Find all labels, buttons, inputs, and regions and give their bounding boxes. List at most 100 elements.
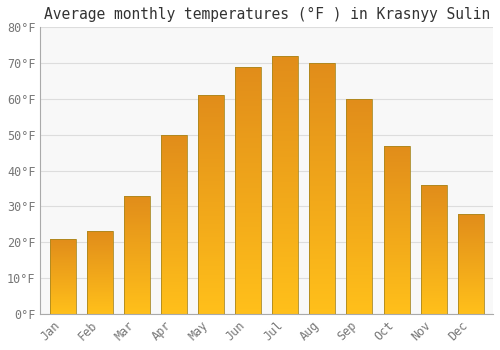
Bar bbox=[124, 237, 150, 238]
Bar bbox=[124, 251, 150, 252]
Bar bbox=[420, 198, 446, 199]
Bar bbox=[161, 203, 187, 205]
Bar bbox=[272, 92, 298, 94]
Bar bbox=[124, 261, 150, 262]
Bar bbox=[124, 218, 150, 219]
Bar bbox=[86, 281, 113, 282]
Bar bbox=[235, 89, 261, 91]
Bar bbox=[124, 202, 150, 203]
Bar bbox=[86, 261, 113, 262]
Bar bbox=[272, 152, 298, 154]
Bar bbox=[384, 174, 409, 176]
Bar bbox=[161, 219, 187, 221]
Bar bbox=[420, 275, 446, 276]
Bar bbox=[124, 299, 150, 300]
Bar bbox=[310, 71, 336, 73]
Bar bbox=[198, 255, 224, 257]
Bar bbox=[161, 294, 187, 296]
Bar bbox=[235, 217, 261, 220]
Bar bbox=[458, 300, 484, 301]
Bar bbox=[124, 203, 150, 204]
Bar bbox=[161, 217, 187, 219]
Bar bbox=[420, 283, 446, 284]
Bar bbox=[86, 309, 113, 310]
Bar bbox=[235, 146, 261, 148]
Bar bbox=[384, 237, 409, 238]
Bar bbox=[198, 152, 224, 154]
Bar bbox=[310, 138, 336, 141]
Bar bbox=[384, 233, 409, 235]
Bar bbox=[272, 115, 298, 118]
Bar bbox=[384, 147, 409, 149]
Bar bbox=[86, 293, 113, 294]
Bar bbox=[161, 140, 187, 142]
Bar bbox=[161, 180, 187, 181]
Bar bbox=[235, 292, 261, 294]
Bar bbox=[310, 198, 336, 201]
Bar bbox=[310, 151, 336, 153]
Bar bbox=[458, 274, 484, 275]
Bar bbox=[198, 299, 224, 301]
Bar bbox=[458, 259, 484, 260]
Bar bbox=[198, 248, 224, 251]
Bar bbox=[346, 161, 372, 163]
Bar bbox=[161, 167, 187, 169]
Bar bbox=[384, 302, 409, 304]
Bar bbox=[161, 208, 187, 210]
Bar bbox=[458, 291, 484, 292]
Bar bbox=[458, 245, 484, 246]
Bar bbox=[86, 298, 113, 299]
Bar bbox=[310, 206, 336, 209]
Bar bbox=[50, 269, 76, 270]
Bar bbox=[310, 153, 336, 156]
Bar bbox=[198, 231, 224, 233]
Bar bbox=[161, 237, 187, 239]
Bar bbox=[346, 288, 372, 290]
Bar bbox=[235, 257, 261, 259]
Bar bbox=[198, 172, 224, 174]
Bar bbox=[272, 172, 298, 175]
Bar bbox=[272, 128, 298, 131]
Bar bbox=[310, 183, 336, 186]
Bar bbox=[346, 178, 372, 181]
Bar bbox=[458, 271, 484, 272]
Bar bbox=[124, 292, 150, 293]
Bar bbox=[384, 241, 409, 243]
Bar bbox=[198, 268, 224, 270]
Bar bbox=[86, 238, 113, 239]
Bar bbox=[124, 306, 150, 307]
Bar bbox=[346, 200, 372, 202]
Bar bbox=[384, 287, 409, 289]
Bar bbox=[420, 266, 446, 267]
Bar bbox=[86, 265, 113, 266]
Bar bbox=[272, 123, 298, 126]
Bar bbox=[86, 282, 113, 284]
Bar bbox=[50, 261, 76, 262]
Bar bbox=[161, 187, 187, 189]
Bar bbox=[235, 287, 261, 289]
Bar bbox=[346, 120, 372, 122]
Bar bbox=[420, 280, 446, 282]
Bar bbox=[272, 144, 298, 146]
Bar bbox=[384, 213, 409, 215]
Bar bbox=[50, 239, 76, 240]
Bar bbox=[272, 195, 298, 198]
Bar bbox=[346, 168, 372, 170]
Bar bbox=[86, 231, 113, 232]
Bar bbox=[124, 308, 150, 309]
Bar bbox=[50, 246, 76, 247]
Bar bbox=[272, 154, 298, 156]
Bar bbox=[272, 262, 298, 265]
Bar bbox=[161, 312, 187, 314]
Bar bbox=[235, 69, 261, 72]
Bar bbox=[458, 295, 484, 296]
Bar bbox=[384, 289, 409, 290]
Bar bbox=[161, 178, 187, 180]
Bar bbox=[50, 300, 76, 301]
Bar bbox=[310, 189, 336, 191]
Bar bbox=[198, 309, 224, 312]
Bar bbox=[420, 240, 446, 241]
Bar bbox=[310, 131, 336, 133]
Bar bbox=[50, 284, 76, 285]
Bar bbox=[272, 301, 298, 303]
